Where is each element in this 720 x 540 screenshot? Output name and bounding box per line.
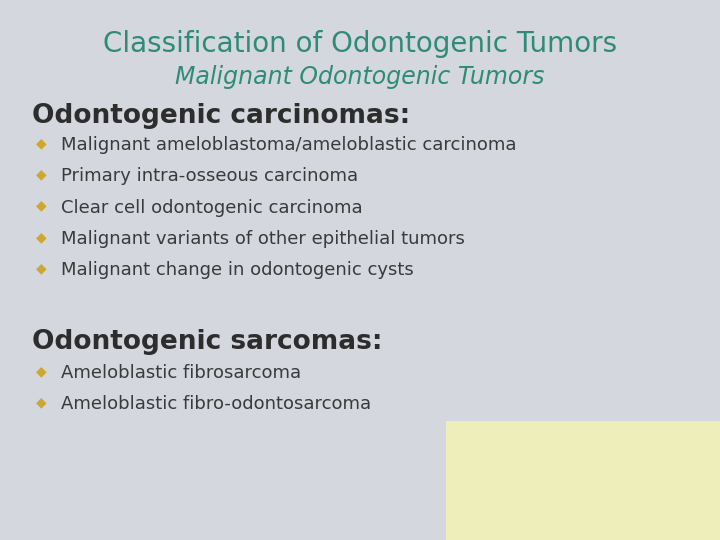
Ellipse shape <box>565 502 652 540</box>
Ellipse shape <box>492 460 552 534</box>
Text: Clear cell odontogenic carcinoma: Clear cell odontogenic carcinoma <box>61 199 363 217</box>
Text: Odontogenic sarcomas:: Odontogenic sarcomas: <box>32 329 383 355</box>
Bar <box>446 421 720 540</box>
Text: ◆: ◆ <box>37 199 47 213</box>
Text: ◆: ◆ <box>37 261 47 275</box>
Text: Malignant Odontogenic Tumors: Malignant Odontogenic Tumors <box>175 65 545 89</box>
Ellipse shape <box>690 460 720 534</box>
Text: Odontogenic carcinomas:: Odontogenic carcinomas: <box>32 103 410 129</box>
Ellipse shape <box>486 502 572 540</box>
Text: Ameloblastic fibro-odontosarcoma: Ameloblastic fibro-odontosarcoma <box>61 395 372 413</box>
Ellipse shape <box>572 460 631 534</box>
Text: ◆: ◆ <box>37 167 47 181</box>
Ellipse shape <box>644 502 720 540</box>
Text: ◆: ◆ <box>37 364 47 378</box>
Ellipse shape <box>684 502 720 540</box>
Text: Malignant change in odontogenic cysts: Malignant change in odontogenic cysts <box>61 261 414 279</box>
Ellipse shape <box>453 460 512 534</box>
Ellipse shape <box>532 460 591 534</box>
Text: Malignant ameloblastoma/ameloblastic carcinoma: Malignant ameloblastoma/ameloblastic car… <box>61 136 517 154</box>
Ellipse shape <box>526 502 612 540</box>
Text: ◆: ◆ <box>37 230 47 244</box>
Text: Malignant variants of other epithelial tumors: Malignant variants of other epithelial t… <box>61 230 465 248</box>
Ellipse shape <box>605 502 691 540</box>
Text: Ameloblastic fibrosarcoma: Ameloblastic fibrosarcoma <box>61 364 302 382</box>
Text: ◆: ◆ <box>37 395 47 409</box>
Text: Primary intra-osseous carcinoma: Primary intra-osseous carcinoma <box>61 167 359 185</box>
Ellipse shape <box>446 502 533 540</box>
Text: ◆: ◆ <box>37 136 47 150</box>
Ellipse shape <box>611 460 670 534</box>
Text: Classification of Odontogenic Tumors: Classification of Odontogenic Tumors <box>103 30 617 58</box>
Ellipse shape <box>651 460 710 534</box>
